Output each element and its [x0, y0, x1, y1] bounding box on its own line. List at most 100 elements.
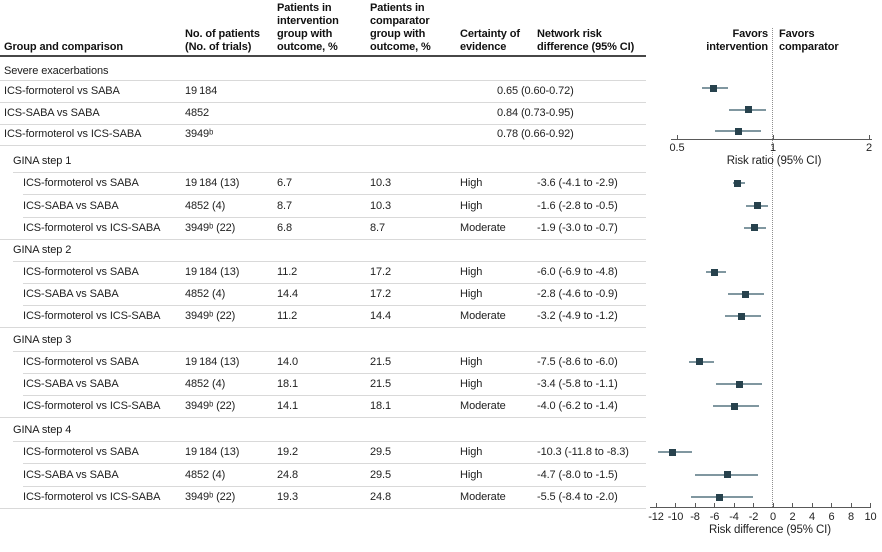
- section-divider: [0, 80, 646, 81]
- comparison-label: ICS-formoterol vs SABA: [23, 355, 139, 368]
- axis-tick: [868, 135, 870, 139]
- patients-cell: 4852 (4): [185, 199, 226, 212]
- comparator-pct-cell: 21.5: [370, 355, 392, 368]
- point-estimate-marker: [750, 224, 758, 231]
- section-divider: [0, 508, 646, 509]
- point-estimate-marker: [742, 290, 750, 298]
- comparator-pct-cell: 10.3: [370, 199, 392, 212]
- certainty-cell: High: [460, 266, 483, 278]
- patients-cell: 4852 (4): [185, 468, 226, 481]
- estimate-cell: -3.6 (-4.1 to -2.9): [537, 177, 618, 189]
- intervention-pct-cell: 8.7: [277, 199, 292, 212]
- point-estimate-marker: [735, 127, 743, 135]
- certainty-cell: High: [460, 468, 483, 481]
- section-divider: [13, 171, 646, 173]
- point-estimate-marker: [709, 84, 717, 92]
- axis-tick: [772, 503, 774, 507]
- comparator-pct-cell: 29.5: [370, 468, 392, 481]
- intervention-pct-cell: 19.2: [277, 446, 299, 458]
- point-estimate-marker: [745, 106, 753, 113]
- comparator-pct-cell: 8.7: [370, 221, 385, 234]
- estimate-cell: -3.4 (-5.8 to -1.1): [537, 378, 618, 390]
- row-divider: [23, 485, 646, 487]
- column-header-group: Group and comparison: [4, 41, 124, 53]
- intervention-pct-cell: 19.3: [277, 491, 299, 503]
- comparison-label: ICS-formoterol vs ICS-SABA: [23, 491, 161, 503]
- section-divider: [0, 327, 646, 328]
- patients-cell: 3949ᵇ (22): [185, 310, 236, 322]
- point-estimate-marker: [753, 202, 761, 209]
- comparison-label: ICS-formoterol vs SABA: [23, 177, 139, 189]
- certainty-cell: Moderate: [460, 400, 506, 412]
- comparison-label: ICS-formoterol vs ICS-SABA: [4, 128, 142, 140]
- patients-cell: 3949ᵇ (22): [185, 400, 236, 412]
- axis-tick: [792, 503, 793, 507]
- comparator-pct-cell: 17.2: [370, 288, 392, 300]
- row-divider: [23, 395, 646, 396]
- patients-cell: 3949ᵇ (22): [185, 221, 236, 234]
- patients-cell: 3949ᵇ (22): [185, 491, 236, 503]
- patients-cell: 4852 (4): [185, 378, 226, 390]
- axis-tick-label: -6: [709, 511, 720, 523]
- section-divider: [13, 440, 646, 442]
- estimate-cell: -1.9 (-3.0 to -0.7): [537, 221, 618, 234]
- favors-intervention-label: Favors intervention: [706, 28, 768, 53]
- column-header-comparator: Patients in comparator group with outcom…: [370, 2, 431, 53]
- point-estimate-marker: [734, 179, 742, 187]
- axis-tick-label: 1: [769, 142, 777, 154]
- patients-cell: 19 184: [185, 85, 218, 97]
- axis-tick-label: -10: [667, 511, 684, 523]
- patients-cell: 19 184 (13): [185, 266, 240, 278]
- point-estimate-marker: [730, 402, 738, 410]
- axis-tick-label: 8: [847, 511, 855, 523]
- point-estimate-marker: [715, 493, 723, 501]
- axis-tick-label: 6: [828, 511, 835, 523]
- point-estimate-marker: [696, 358, 704, 365]
- estimate-cell: -4.7 (-8.0 to -1.5): [537, 468, 618, 481]
- axis-tick: [675, 503, 676, 507]
- estimate-cell: -1.6 (-2.8 to -0.5): [537, 199, 618, 212]
- axis-tick: [831, 503, 832, 507]
- row-divider: [23, 216, 646, 218]
- intervention-pct-cell: 14.4: [277, 288, 299, 300]
- intervention-pct-cell: 24.8: [277, 468, 299, 481]
- patients-cell: 3949ᵇ: [185, 128, 214, 140]
- axis-tick: [714, 503, 715, 507]
- axis-tick: [870, 503, 871, 507]
- comparison-label: ICS-formoterol vs SABA: [23, 266, 139, 278]
- certainty-cell: High: [460, 378, 483, 390]
- column-header-intervention: Patients in intervention group with outc…: [277, 2, 339, 53]
- comparator-pct-cell: 21.5: [370, 378, 392, 390]
- estimate-cell: -6.0 (-6.9 to -4.8): [537, 266, 618, 278]
- section-label: Severe exacerbations: [4, 65, 109, 77]
- comparison-label: ICS-formoterol vs SABA: [23, 446, 139, 458]
- row-divider: [0, 102, 646, 103]
- comparator-pct-cell: 24.8: [370, 491, 392, 503]
- point-estimate-marker: [669, 448, 677, 456]
- certainty-cell: High: [460, 355, 483, 368]
- axis-tick: [676, 135, 678, 139]
- certainty-cell: Moderate: [460, 491, 506, 503]
- axis-tick: [753, 503, 754, 507]
- comparison-label: ICS-SABA vs SABA: [23, 199, 119, 212]
- section-divider: [13, 260, 646, 262]
- row-divider: [23, 463, 646, 464]
- axis-tick: [694, 503, 696, 507]
- estimate-cell: -4.0 (-6.2 to -1.4): [537, 400, 618, 412]
- certainty-cell: High: [460, 199, 483, 212]
- comparator-pct-cell: 17.2: [370, 266, 392, 278]
- comparison-label: ICS-SABA vs SABA: [23, 288, 119, 300]
- estimate-cell: -2.8 (-4.6 to -0.9): [537, 288, 618, 300]
- row-divider: [23, 372, 646, 374]
- header-rule: [0, 55, 646, 57]
- row-divider: [23, 305, 646, 306]
- comparison-label: ICS-SABA vs SABA: [23, 468, 119, 481]
- axis-tick-label: -8: [690, 511, 700, 523]
- intervention-pct-cell: 14.1: [277, 400, 299, 412]
- section-divider: [0, 238, 646, 240]
- comparison-label: ICS-SABA vs SABA: [23, 378, 119, 390]
- comparator-pct-cell: 14.4: [370, 310, 392, 322]
- axis-tick: [655, 503, 657, 507]
- axis-tick-label: -4: [729, 511, 739, 523]
- point-estimate-marker: [711, 268, 718, 276]
